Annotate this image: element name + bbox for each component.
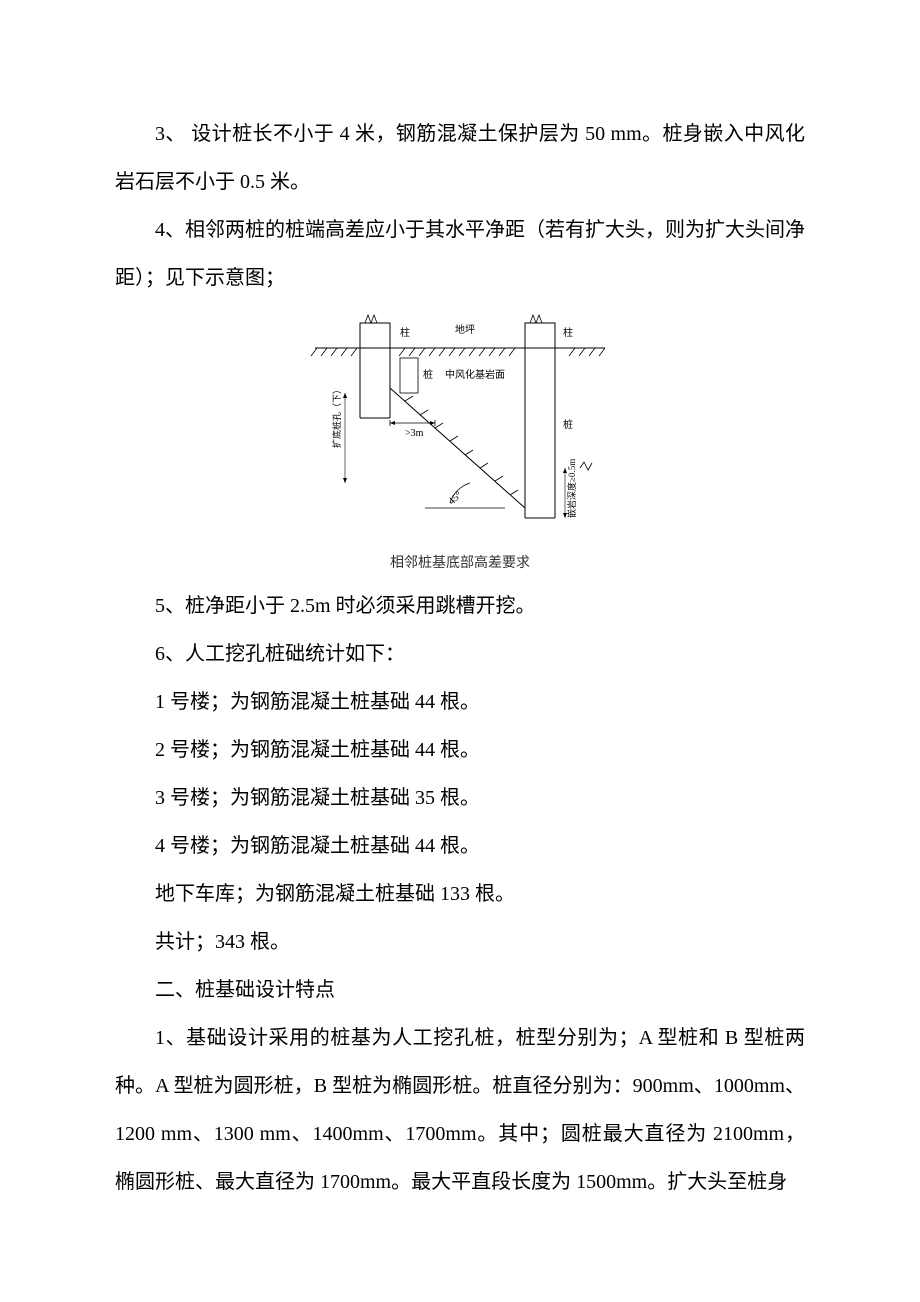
label-3m: >3m xyxy=(405,428,424,439)
label-zhu-right: 柱 xyxy=(563,326,573,339)
label-zhuang-right: 桩 xyxy=(563,418,573,431)
paragraph-6-6: 共计；343 根。 xyxy=(115,918,805,966)
paragraph-6: 6、人工挖孔桩础统计如下： xyxy=(115,630,805,678)
label-right-vert: 嵌岩深度≥0.5m xyxy=(566,459,577,518)
paragraph-4: 4、相邻两桩的桩端高差应小于其水平净距（若有扩大头，则为扩大头间净距）；见下示意… xyxy=(115,206,805,302)
paragraph-6-3: 3 号楼；为钢筋混凝土桩基础 35 根。 xyxy=(115,774,805,822)
paragraph-6-1: 1 号楼；为钢筋混凝土桩基础 44 根。 xyxy=(115,678,805,726)
figure-wrap: 柱 地坪 柱 桩 中风化基岩面 xyxy=(115,308,805,572)
figure-caption: 相邻桩基底部高差要求 xyxy=(305,552,615,572)
page: 3、 设计桩长不小于 4 米，钢筋混凝土保护层为 50 mm。桩身嵌入中风化岩石… xyxy=(0,0,920,1302)
diagram-svg: 柱 地坪 柱 桩 中风化基岩面 xyxy=(305,308,615,548)
paragraph-2-1: 1、基础设计采用的桩基为人工挖孔桩，桩型分别为；A 型桩和 B 型桩两种。A 型… xyxy=(115,1014,805,1206)
label-diping: 地坪 xyxy=(455,323,475,336)
paragraph-6-4: 4 号楼；为钢筋混凝土桩基础 44 根。 xyxy=(115,822,805,870)
paragraph-5: 5、桩净距小于 2.5m 时必须采用跳槽开挖。 xyxy=(115,582,805,630)
figure: 柱 地坪 柱 桩 中风化基岩面 xyxy=(305,308,615,572)
label-left-vert: 扩底桩孔（下） xyxy=(331,385,342,448)
heading-2: 二、桩基础设计特点 xyxy=(115,966,805,1014)
paragraph-3: 3、 设计桩长不小于 4 米，钢筋混凝土保护层为 50 mm。桩身嵌入中风化岩石… xyxy=(115,110,805,206)
paragraph-6-2: 2 号楼；为钢筋混凝土桩基础 44 根。 xyxy=(115,726,805,774)
label-45: 45° xyxy=(447,490,465,508)
label-zhuang-mid: 桩 xyxy=(423,368,433,381)
label-midrock: 中风化基岩面 xyxy=(445,368,505,381)
label-zhu-left: 柱 xyxy=(400,326,410,339)
paragraph-6-5: 地下车库；为钢筋混凝土桩基础 133 根。 xyxy=(115,870,805,918)
